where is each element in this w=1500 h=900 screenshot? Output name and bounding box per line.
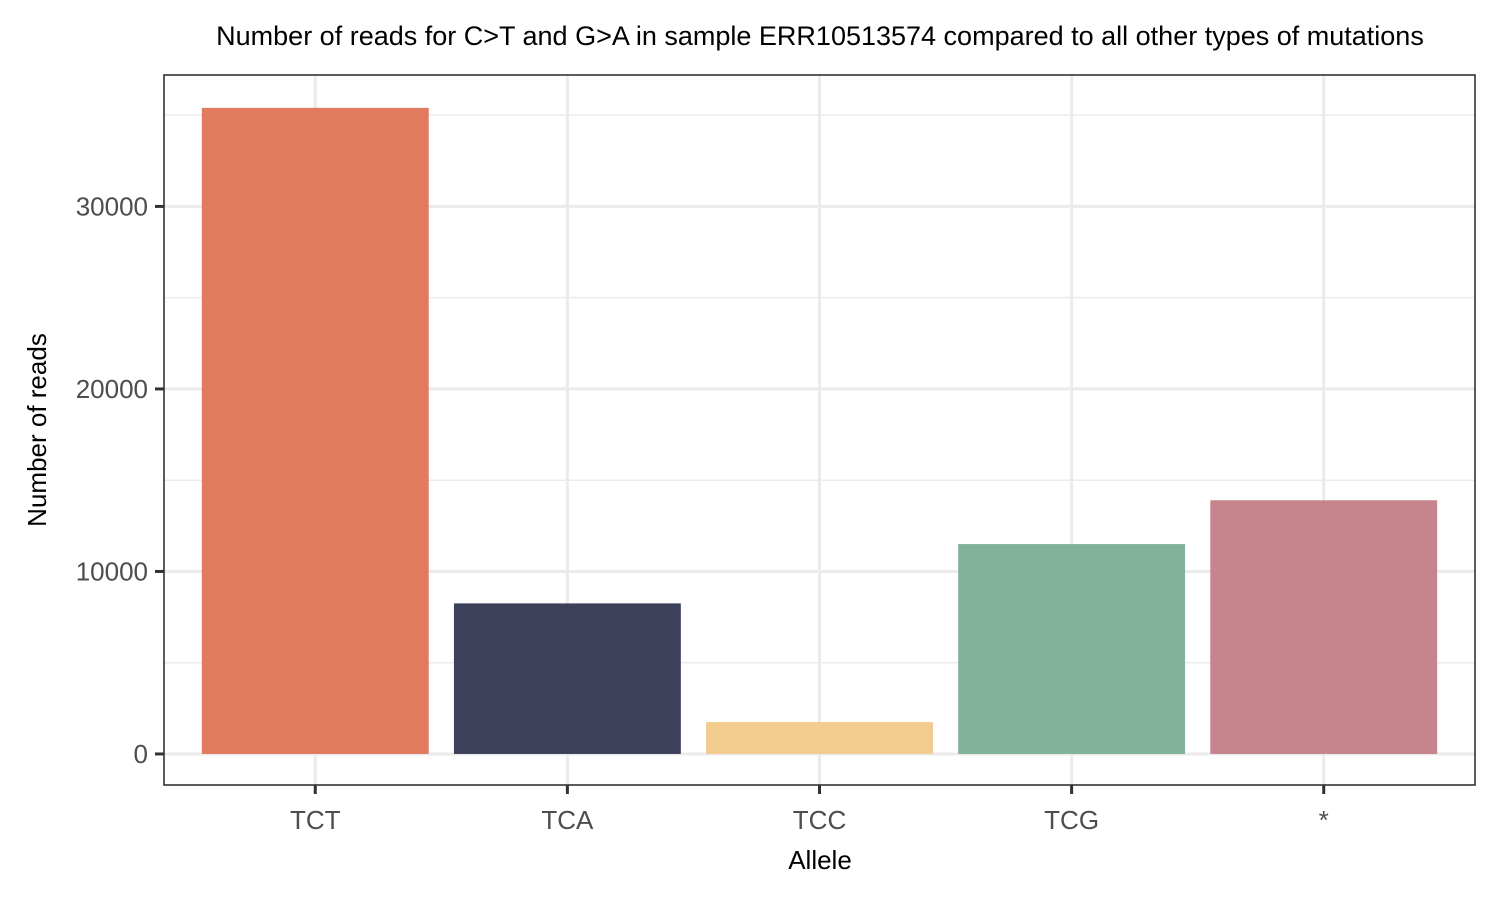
x-tick-label: TCG [1044, 805, 1099, 835]
x-axis: TCT TCA TCC TCG * [290, 785, 1329, 835]
x-tick-label: TCA [541, 805, 594, 835]
bar [201, 107, 429, 754]
x-tick-label: * [1319, 805, 1329, 835]
y-tick-label: 30000 [76, 191, 148, 221]
x-tick-label: TCC [793, 805, 846, 835]
y-axis-title: Number of reads [22, 333, 52, 527]
bar [453, 603, 681, 754]
x-axis-title: Allele [788, 845, 852, 875]
y-axis: 0 10000 20000 30000 [76, 191, 164, 769]
bars [201, 107, 1438, 754]
plot-panel [163, 74, 1476, 786]
bar [1210, 500, 1438, 754]
bar [958, 544, 1186, 754]
y-tick-label: 10000 [76, 556, 148, 586]
bar [706, 722, 933, 754]
y-tick-label: 0 [134, 739, 148, 769]
x-tick-label: TCT [290, 805, 341, 835]
chart-title: Number of reads for C>T and G>A in sampl… [216, 21, 1424, 51]
y-tick-label: 20000 [76, 374, 148, 404]
